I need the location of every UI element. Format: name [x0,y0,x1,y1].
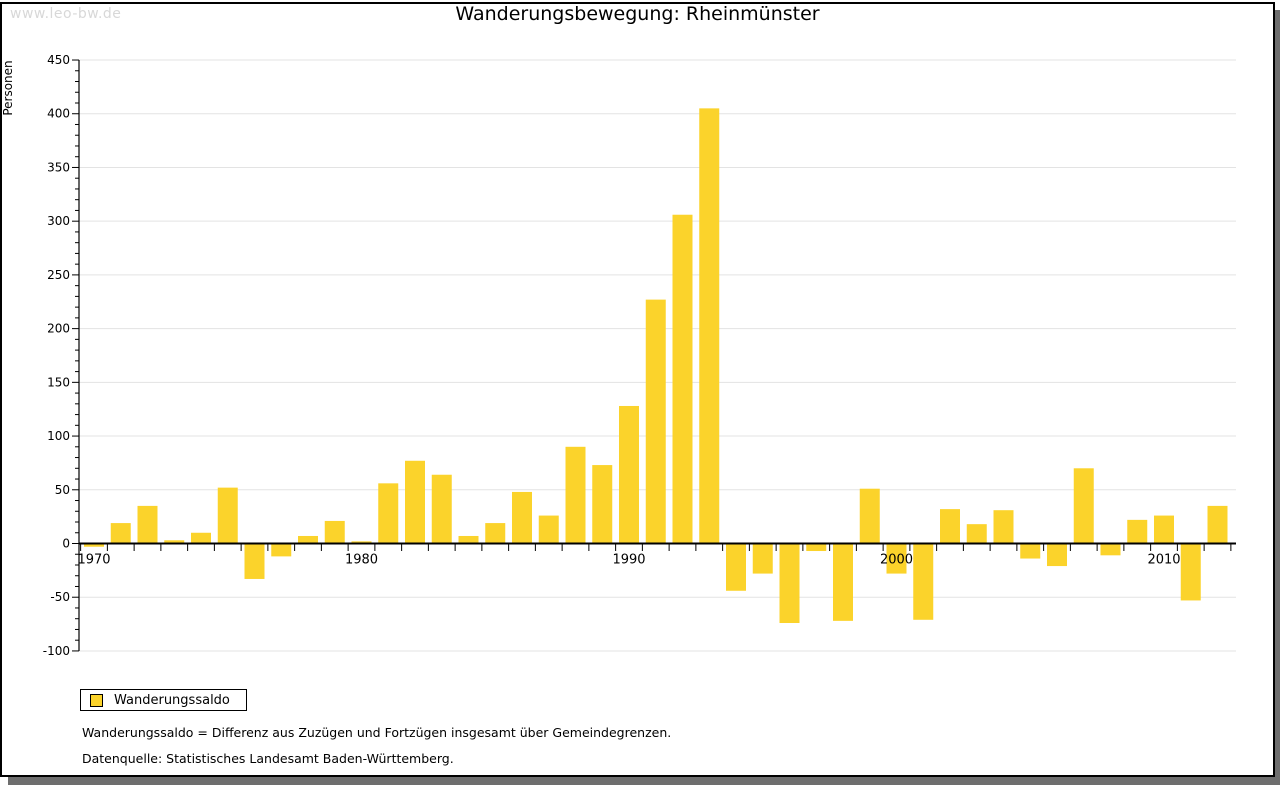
bar-1981 [378,483,399,544]
y-tick-label: 50 [55,483,70,497]
bar-2011 [1180,543,1201,601]
bar-1992 [672,214,693,544]
bar-1997 [806,543,827,552]
bar-2001 [913,543,934,620]
bar-1998 [833,543,853,621]
migration-balance-bar-chart: -100 -50 0 50 100 150 200 250 300 350 400 450 Person… [1,53,1236,658]
y-tick-label: -100 [43,644,70,658]
bar-1976 [244,543,265,579]
bar-2008 [1100,543,1121,556]
bar-1973 [164,540,185,544]
bar-1996 [779,543,800,624]
y-tick-label: 400 [47,107,70,121]
bar-1971 [110,523,131,544]
chart-panel [0,2,1275,777]
y-tick-label: 150 [47,375,70,389]
legend: Wanderungssaldo [80,689,247,711]
legend-swatch-icon [90,693,103,707]
bar-1979 [324,520,345,544]
x-tick-label: 2010 [1147,553,1180,568]
bar-1988 [565,446,586,544]
footnote-definition: Wanderungssaldo = Differenz aus Zuzügen … [82,725,672,740]
bar-2007 [1073,468,1094,544]
legend-label: Wanderungssaldo [114,692,230,708]
x-tick-label: 1970 [77,553,110,568]
bar-1980 [351,541,372,544]
footnote-source: Datenquelle: Statistisches Landesamt Bad… [82,751,454,766]
bar-1989 [592,465,613,544]
bar-2009 [1127,519,1148,544]
bar-1977 [271,543,292,557]
y-tick-label: 100 [47,429,70,443]
x-tick-label: 1990 [612,553,645,568]
bar-1993 [699,108,720,544]
bar-1978 [298,535,318,544]
bar-1975 [217,487,238,544]
watermark: www.leo-bw.de [10,6,122,22]
bar-1972 [137,505,158,544]
y-tick-label: 250 [47,268,70,282]
y-tick-label: 450 [47,53,70,67]
bar-2003 [966,524,987,544]
x-tick-label: 2000 [880,553,913,568]
bar-1987 [538,515,559,544]
bar-1984 [458,535,479,544]
bar-1986 [512,491,532,544]
bar-1985 [485,523,506,544]
bar-1999 [859,488,880,544]
bar-1994 [726,543,746,591]
y-axis-title: Personen [1,60,15,115]
bar-1974 [191,532,211,544]
y-tick-label: 350 [47,160,70,174]
bar-2006 [1047,543,1067,567]
bar-1995 [752,543,773,574]
x-tick-label: 1980 [345,553,378,568]
bar-2002 [940,509,960,544]
bar-2012 [1207,505,1228,544]
bar-1983 [431,474,452,544]
bar-1982 [405,460,425,544]
bar-2004 [993,510,1014,544]
chart-title: Wanderungsbewegung: Rheinmünster [455,3,820,25]
y-tick-label: -50 [50,590,70,604]
bar-1990 [619,405,639,544]
bar-2000 [886,543,907,574]
bar-1991 [645,299,666,544]
y-tick-label: 0 [62,537,70,551]
y-tick-label: 200 [47,322,70,336]
bar-2010 [1154,515,1174,544]
y-tick-label: 300 [47,214,70,228]
bar-2005 [1020,543,1041,559]
bar-1970 [84,543,104,547]
